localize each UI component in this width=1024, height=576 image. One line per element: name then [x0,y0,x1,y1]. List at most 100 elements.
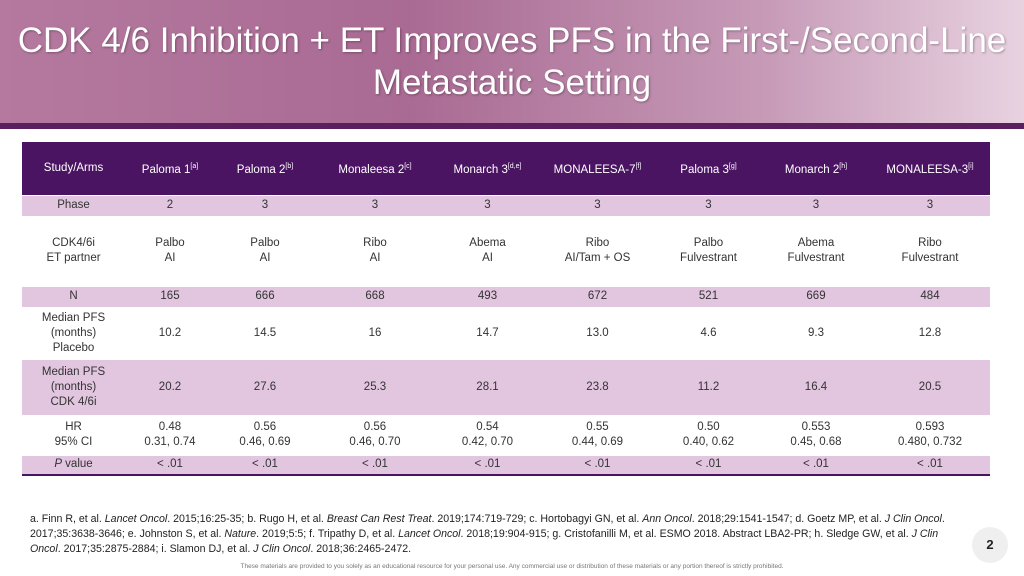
reference-marker: [h] [839,162,848,170]
table-cell: 28.1 [435,358,540,415]
table-cell: 20.2 [125,358,215,415]
cell-text: Phase [57,199,90,211]
column-header: Paloma 2[b] [215,142,315,195]
row-label: Phase [22,194,125,216]
cell-text: 0.45, 0.68 [790,436,842,448]
cell-text: 666 [255,290,275,302]
row-label: P value [22,454,125,476]
table-cell: 0.56 0.46, 0.69 [215,414,315,455]
reference-text: Ann Oncol [642,513,692,525]
reference-text: Breast Can Rest Treat [326,513,432,525]
cell-text: 10.2 [158,326,182,339]
cell-text: 0.48 [158,421,182,433]
cell-text: AI/Tam + OS [564,252,631,264]
column-header: Monarch 3[d,e] [435,142,540,195]
table-cell: 0.48 0.31, 0.74 [125,414,215,455]
column-header-label: Paloma 3 [680,163,729,176]
column-header-label: Paloma 1 [141,163,191,176]
table-row: CDK4/6i ET partner Palbo AI Palbo AI Ribo AI Abe… [22,215,990,286]
reference-text: Nature [224,528,257,540]
cell-text: 16 [368,326,382,339]
cell-text: 11.2 [697,380,720,393]
cell-text: 3 [705,199,712,211]
cell-text: AI [164,252,176,264]
cell-text: 165 [160,290,180,302]
table-cell: < .01 [655,454,762,476]
table-row: Median PFS (months) CDK 4/6i 20.2 27.6 25.3 28… [22,358,990,415]
table-row: Phase 2 3 3 3 3 3 3 3 [22,194,990,216]
table-cell: 521 [655,285,762,307]
cell-text: 3 [594,199,601,211]
table-cell: Ribo AI/Tam + OS [540,215,655,286]
cell-text: 14.5 [253,326,277,339]
slide-title: CDK 4/6 Inhibition + ET Improves PFS in … [17,21,1007,102]
reference-text: Lancet Oncol [398,528,461,540]
reference-text: a. Finn R, et al. [30,513,105,525]
table-cell: 27.6 [215,358,315,415]
table-cell: 20.5 [870,358,990,415]
cell-text: P value [54,458,93,471]
cell-text: < .01 [917,458,943,471]
table-cell: 4.6 [655,306,762,359]
reference-text: . 2017;35:2875-2884; i. Slamon DJ, et al… [57,543,254,555]
table-cell: Abema Fulvestrant [762,215,870,286]
cell-text: 4.6 [700,326,717,339]
references: a. Finn R, et al. Lancet Oncol . 2015;16:… [30,512,960,557]
cell-text: N [69,290,78,302]
cell-text: HR [65,421,82,433]
cell-text: Ribo [363,237,387,249]
table-row: P value < .01 < .01 < .01 < .01 < .01 < .01 < .… [22,454,990,476]
cell-text: 16.4 [804,380,828,393]
cell-text: 13.0 [586,326,609,339]
cell-text: 9.3 [808,326,824,339]
table-cell: 493 [435,285,540,307]
cell-text: Ribo [585,237,610,249]
table-row: HR 95% CI 0.48 0.31, 0.74 0.56 0.46, 0.69 0.56… [22,414,990,455]
table-cell: Abema AI [435,215,540,286]
disclaimer: These materials are provided to you sole… [240,563,784,570]
cell-text: 0.44, 0.69 [571,436,624,448]
cell-text: CDK4/6i [52,237,95,249]
row-label: HR 95% CI [22,414,125,455]
cell-text: 0.40, 0.62 [682,436,735,448]
cell-text: 3 [484,199,491,211]
cell-text: 20.2 [158,380,182,393]
table-cell: < .01 [125,454,215,476]
table-cell: Palbo AI [215,215,315,286]
cell-text: 0.553 [801,421,831,433]
cell-text: Palbo [250,237,280,249]
table-row: N 165 666 668 493 672 521 669 484 [22,285,990,307]
table-cell: 3 [435,194,540,216]
cell-text: Ribo [918,237,942,249]
cell-text: 12.8 [918,326,942,339]
cell-text: 3 [261,199,269,211]
column-header-label: Monarch 2 [784,163,840,176]
table-header-row: Study/Arms Paloma 1[a] Paloma 2[b] Monalees… [22,142,990,195]
cell-text: CDK 4/6i [50,395,97,408]
cell-text: Fulvestrant [787,252,845,264]
table-cell: < .01 [540,454,655,476]
reference-text: . 2019;5:5; f. Tripathy D, et al. [256,528,399,540]
cell-text: 493 [477,290,498,302]
reference-text: J Clin Oncol [884,513,942,525]
cell-text: AI [259,252,271,264]
reference-marker: [a] [190,162,199,170]
row-label: Median PFS (months) CDK 4/6i [22,358,125,415]
table-cell: < .01 [870,454,990,476]
cell-text: AI [482,252,493,264]
table-cell: 25.3 [315,358,435,415]
reference-text: . 2015;16:25-35; b. Rugo H, et al. [167,513,327,525]
cell-text: Median PFS [41,311,106,324]
table-cell: 0.593 0.480, 0.732 [870,414,990,455]
cell-text: 23.8 [586,380,609,393]
table-cell: Ribo Fulvestrant [870,215,990,286]
cell-text: 95% CI [54,436,93,448]
cell-text: 0.46, 0.69 [239,436,291,448]
table-cell: 0.55 0.44, 0.69 [540,414,655,455]
cell-text: 2 [166,199,174,211]
table-cell: 484 [870,285,990,307]
table-cell: 9.3 [762,306,870,359]
table-cell: 666 [215,285,315,307]
cell-text: < .01 [695,458,722,471]
table-cell: Palbo AI [125,215,215,286]
